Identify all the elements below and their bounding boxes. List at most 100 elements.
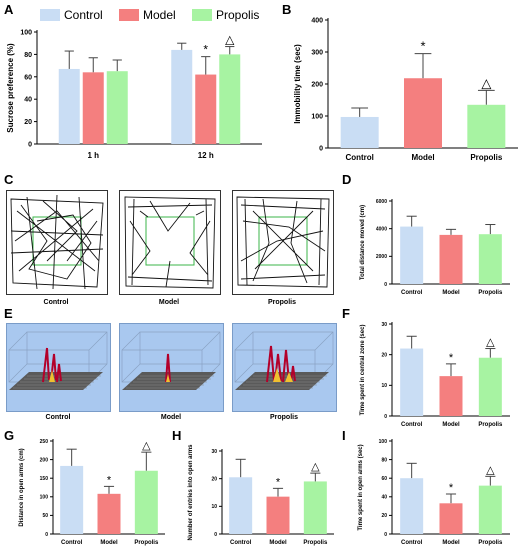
- chart-g-bar-propolis: [134, 470, 158, 534]
- chart-a-ytick-label: 40: [24, 97, 32, 104]
- chart-b-bar-model: [404, 78, 442, 148]
- chart-f-bar-model: [439, 376, 463, 416]
- heatmap-image-propolis: [232, 323, 337, 412]
- chart-f-ytick-label: 20: [381, 352, 387, 358]
- legend-swatch-propolis: [192, 9, 212, 21]
- chart-g-annotation: *: [107, 474, 112, 486]
- chart-g-annotation: △: [142, 440, 151, 452]
- heatmap-caption-control: Control: [45, 414, 71, 421]
- heatmap-caption-model: Model: [160, 414, 182, 421]
- chart-d-xtick-label: Control: [401, 290, 423, 296]
- chart-a-bar-1h-propolis: [106, 71, 128, 144]
- chart-d-ylabel: Total distance moved (cm): [360, 205, 366, 280]
- chart-i-annotation: △: [486, 464, 495, 476]
- track-caption-control: Control: [43, 299, 69, 306]
- chart-d-xtick-label: Model: [442, 290, 460, 296]
- chart-g-ytick-label: 150: [40, 476, 49, 482]
- panel-label-d: D: [342, 172, 352, 187]
- chart-b-xtick-label: Model: [411, 153, 434, 162]
- chart-b-xtick-label: Propolis: [470, 153, 503, 162]
- chart-f-bar-propolis: [478, 357, 502, 416]
- chart-i-xtick-label: Control: [401, 540, 423, 546]
- track-image-propolis: [232, 190, 334, 295]
- legend-label-model: Model: [143, 8, 176, 22]
- chart-b-ytick-label: 200: [311, 81, 323, 88]
- chart-b-ytick-label: 100: [311, 113, 323, 120]
- chart-i-ytick-label: 20: [381, 513, 387, 519]
- heatmap-caption-propolis: Propolis: [269, 414, 298, 421]
- chart-d-bar-control: [400, 226, 424, 284]
- chart-h-ytick-label: 10: [211, 504, 217, 510]
- chart-f-annotation: △: [486, 337, 495, 349]
- chart-d-bar-model: [439, 234, 463, 284]
- heatmap-image-control: [6, 323, 111, 412]
- panel-label-c: C: [4, 172, 14, 187]
- heatmap-image-model: [119, 323, 224, 412]
- chart-i-ytick-label: 80: [381, 457, 387, 463]
- track-caption-propolis: Propolis: [267, 299, 296, 306]
- panel-label-a: A: [4, 2, 14, 17]
- chart-i-ytick-label: 60: [381, 476, 387, 482]
- chart-g-xtick-label: Propolis: [134, 540, 159, 546]
- panel-label-g: G: [4, 428, 15, 443]
- chart-b-bar-propolis: [467, 104, 506, 148]
- chart-h-bar-propolis: [303, 481, 327, 534]
- chart-a-xtick-label: 12 h: [198, 151, 214, 160]
- chart-d-ytick-label: 2000: [376, 254, 387, 260]
- chart-h-ytick-label: 30: [211, 449, 217, 455]
- chart-a-bar-12h-model: [195, 74, 217, 144]
- chart-i-bar-propolis: [478, 485, 502, 534]
- track-image-control: [6, 190, 108, 295]
- chart-h-bar-control: [229, 477, 253, 534]
- chart-g-xtick-label: Control: [61, 540, 83, 546]
- chart-g-bar-model: [97, 493, 121, 534]
- chart-f-ytick-label: 0: [384, 414, 387, 420]
- chart-g-ytick-label: 100: [40, 495, 49, 501]
- chart-f-ytick-label: 30: [381, 322, 387, 328]
- chart-a-ylabel: Sucrose preference (%): [6, 43, 15, 133]
- chart-i-xtick-label: Model: [442, 540, 460, 546]
- panel-label-h: H: [172, 428, 182, 443]
- chart-i-ytick-label: 100: [379, 439, 388, 445]
- chart-g-ytick-label: 200: [40, 457, 49, 463]
- chart-a-xtick-label: 1 h: [87, 151, 99, 160]
- chart-b-ytick-label: 400: [311, 17, 323, 24]
- chart-h-ylabel: Number of entries into open arms: [188, 444, 194, 541]
- chart-f-bar-control: [400, 348, 424, 416]
- chart-i-bar-control: [400, 478, 424, 534]
- chart-d-xtick-label: Propolis: [478, 290, 503, 296]
- chart-h-annotation: △: [311, 461, 320, 473]
- chart-a-ytick-label: 100: [20, 29, 32, 36]
- chart-g-ytick-label: 250: [40, 439, 49, 445]
- chart-f-annotation: *: [449, 352, 454, 364]
- chart-a-bar-1h-control: [58, 68, 80, 144]
- chart-b-annotation: *: [420, 39, 425, 54]
- legend-swatch-model: [119, 9, 139, 21]
- chart-g-bar-control: [60, 465, 84, 534]
- chart-a-ytick-label: 0: [28, 141, 32, 148]
- chart-a-annotation: △: [225, 33, 235, 47]
- chart-a-bar-12h-propolis: [219, 54, 241, 144]
- chart-a-bar-12h-control: [171, 49, 193, 144]
- chart-d-ytick-label: 4000: [376, 226, 387, 232]
- chart-g-xtick-label: Model: [100, 540, 118, 546]
- chart-h-bar-model: [266, 496, 290, 534]
- chart-i-xtick-label: Propolis: [478, 540, 503, 546]
- chart-h-xtick-label: Model: [269, 540, 287, 546]
- chart-h-ytick-label: 0: [214, 532, 217, 538]
- chart-a-ytick-label: 60: [24, 74, 32, 81]
- chart-h-annotation: *: [276, 476, 281, 488]
- chart-f-ytick-label: 10: [381, 383, 387, 389]
- chart-g-ytick-label: 0: [45, 532, 48, 538]
- panel-label-b: B: [282, 2, 292, 17]
- chart-f-xtick-label: Control: [401, 422, 423, 428]
- chart-h-ytick-label: 20: [211, 476, 217, 482]
- chart-b-xtick-label: Control: [345, 153, 373, 162]
- chart-i-ytick-label: 40: [381, 495, 387, 501]
- track-image-model: [119, 190, 221, 295]
- chart-i-annotation: *: [449, 482, 454, 494]
- chart-f-ylabel: Time spent in central zone (sec): [360, 325, 366, 416]
- chart-i-ytick-label: 0: [384, 532, 387, 538]
- chart-a-ytick-label: 20: [24, 119, 32, 126]
